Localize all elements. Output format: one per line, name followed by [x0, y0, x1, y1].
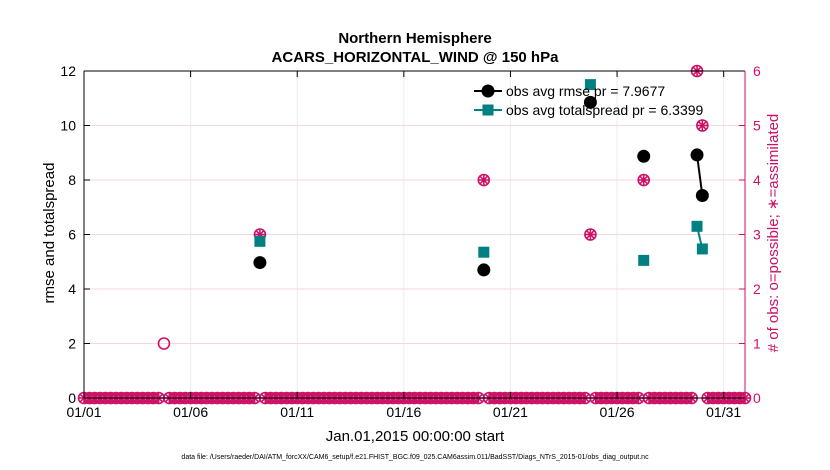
assimilated-marker [478, 174, 490, 186]
x-axis-label: Jan.01,2015 00:00:00 start [326, 428, 505, 445]
assimilated-marker-stroke [639, 175, 649, 185]
legend-spread-label: obs avg totalspread pr = 6.3399 [506, 102, 704, 118]
y-tick-label-right: 3 [753, 227, 761, 243]
series-layer [253, 79, 709, 277]
totalspread-point [696, 243, 708, 255]
assimilated-marker-stroke [479, 175, 489, 185]
x-tick-label: 01/26 [600, 404, 635, 420]
y-axis-label-left: rmse and totalspread [41, 163, 58, 304]
legend-rmse-marker [481, 84, 495, 98]
y-tick-label-right: 4 [753, 172, 761, 188]
totalspread-point [478, 246, 490, 258]
y-tick-label-left: 2 [68, 336, 76, 352]
axes [83, 70, 746, 399]
y-tick-label-left: 8 [68, 172, 76, 188]
x-tick-label: 01/21 [493, 404, 528, 420]
rmse-point [637, 149, 651, 163]
y-tick-label-left: 6 [68, 227, 76, 243]
chart-title-line-1: Northern Hemisphere [338, 30, 491, 47]
chart-title-line-2: ACARS_HORIZONTAL_WIND @ 150 hPa [272, 49, 560, 66]
x-tick-label: 01/11 [280, 404, 314, 420]
series-line-segment [696, 154, 704, 196]
assimilated-marker [696, 120, 708, 131]
rmse-point [690, 148, 704, 162]
rmse-point [477, 263, 491, 277]
legend-rmse-label: obs avg rmse pr = 7.9677 [506, 83, 665, 99]
x-tick-label: 01/01 [66, 404, 101, 420]
y-tick-label-left: 4 [68, 281, 76, 297]
rmse-point [583, 95, 597, 109]
x-tick-label: 01/06 [173, 404, 208, 420]
y-tick-label-right: 5 [753, 118, 761, 134]
totalspread-point [691, 220, 703, 232]
x-tick-label: 01/31 [706, 404, 741, 420]
y-tick-label-right: 0 [753, 390, 761, 406]
y-tick-label-left: 12 [60, 63, 76, 79]
rmse-point [253, 256, 267, 270]
legend: obs avg rmse pr = 7.9677 obs avg totalsp… [474, 83, 704, 118]
y-tick-label-right: 2 [753, 281, 761, 297]
series-1 [254, 79, 708, 266]
totalspread-point [584, 79, 596, 91]
y-tick-label-left: 0 [68, 390, 76, 406]
assimilated-marker-stroke [697, 121, 707, 130]
y-tick-label-left: 10 [60, 118, 76, 134]
assimilated-marker [638, 174, 650, 186]
assimilated-marker [584, 229, 596, 240]
tick-labels: 01/01 01/06 01/11 01/16 01/21 01/26 01/31 0 2 4 6 8… [60, 63, 761, 420]
totalspread-point [638, 254, 650, 266]
possible-obs-marker [157, 337, 171, 350]
y-tick-label-right: 6 [753, 63, 761, 79]
series-0 [253, 95, 709, 277]
assimilated-marker-stroke [585, 230, 595, 239]
y-axis-label-right: # of obs: o=possible; ∗=assimilated [765, 114, 782, 353]
legend-spread-marker [482, 104, 494, 116]
data-file-footnote: data file: /Users/raeder/DAI/ATM_forcXX/… [181, 454, 649, 461]
y-tick-label-right: 1 [753, 336, 761, 352]
x-tick-label: 01/16 [386, 404, 421, 420]
totalspread-point [254, 235, 266, 247]
rmse-point [695, 189, 709, 203]
